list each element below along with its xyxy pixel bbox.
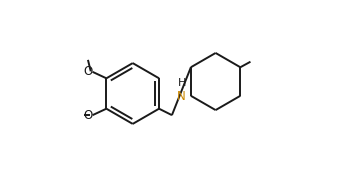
Text: H: H bbox=[178, 78, 187, 88]
Text: O: O bbox=[83, 65, 92, 78]
Text: O: O bbox=[83, 109, 92, 122]
Text: N: N bbox=[177, 90, 186, 103]
